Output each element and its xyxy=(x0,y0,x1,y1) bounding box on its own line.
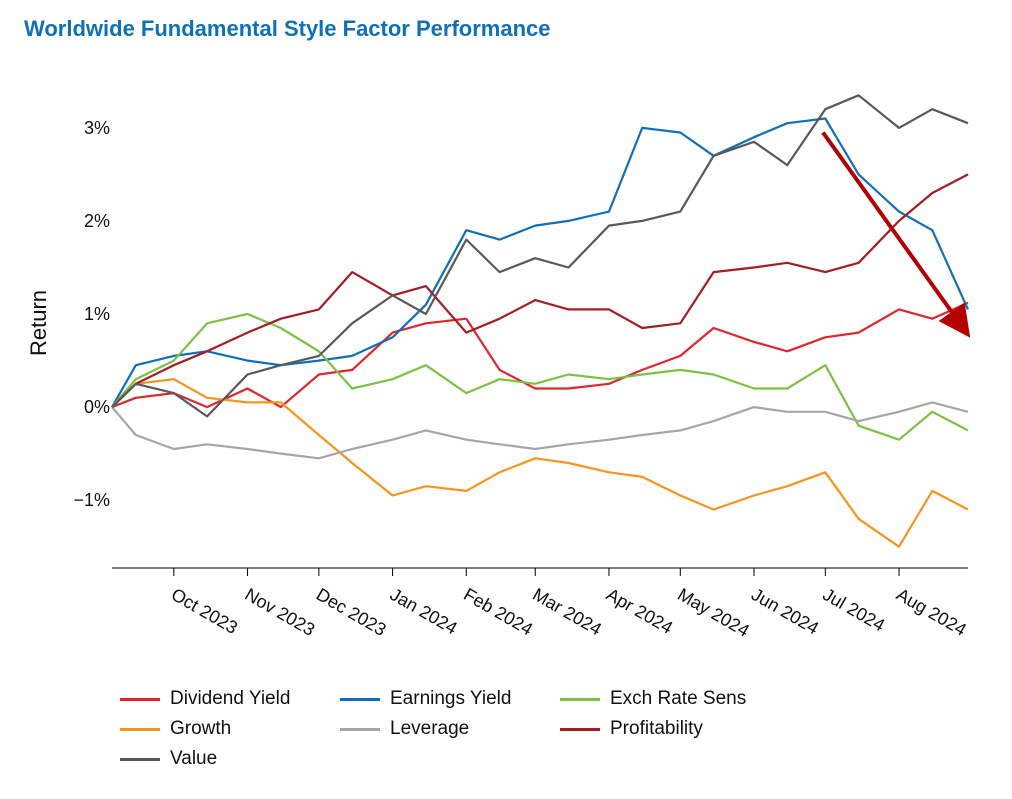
legend-swatch xyxy=(120,757,160,761)
legend-swatch xyxy=(340,727,380,731)
legend-label: Leverage xyxy=(390,718,470,739)
legend-swatch xyxy=(120,697,160,701)
y-tick-label: 3% xyxy=(84,118,110,138)
legend-swatch xyxy=(340,697,380,701)
x-tick-label: Apr 2024 xyxy=(603,584,676,638)
x-tick-label: Nov 2023 xyxy=(242,584,319,640)
legend-item: Growth xyxy=(120,718,231,740)
series-lines xyxy=(111,94,970,548)
legend-label: Growth xyxy=(170,718,232,739)
legend-label: Exch Rate Sens xyxy=(610,688,747,709)
chart-title: Worldwide Fundamental Style Factor Perfo… xyxy=(24,16,551,41)
series-line-profitability xyxy=(111,173,969,408)
legend-label: Value xyxy=(170,748,218,769)
legend-item: Dividend Yield xyxy=(120,688,290,710)
legend-swatch xyxy=(560,697,600,701)
annotations xyxy=(821,131,971,338)
series-line-value xyxy=(111,94,969,418)
x-tick-label: Oct 2023 xyxy=(168,584,241,638)
legend-swatch xyxy=(120,727,160,731)
annotation-arrow xyxy=(821,131,971,338)
x-tick-label: Dec 2023 xyxy=(313,584,390,640)
x-tick-label: Feb 2024 xyxy=(460,584,536,639)
y-tick-label: 1% xyxy=(84,304,110,324)
legend-item: Exch Rate Sens xyxy=(560,688,746,710)
legend-label: Earnings Yield xyxy=(390,688,512,709)
legend-item: Earnings Yield xyxy=(340,688,511,710)
series-line-leverage xyxy=(111,401,969,460)
x-tick-label: Aug 2024 xyxy=(893,584,970,640)
series-line-growth xyxy=(111,378,969,548)
y-tick-label: 2% xyxy=(84,211,110,231)
x-tick-label: Mar 2024 xyxy=(529,584,605,639)
legend-item: Leverage xyxy=(340,718,469,740)
legend-item: Profitability xyxy=(560,718,703,740)
y-axis-label: Return xyxy=(26,290,51,356)
x-tick-label: May 2024 xyxy=(674,584,752,641)
y-axis: −1% 0% 1% 2% 3% xyxy=(73,118,110,510)
legend-label: Profitability xyxy=(610,718,703,739)
legend-item: Value xyxy=(120,748,217,770)
legend-label: Dividend Yield xyxy=(170,688,291,709)
series-line-exch-rate-sens xyxy=(111,312,969,441)
series-line-dividend-yield xyxy=(111,301,969,409)
legend-swatch xyxy=(560,727,600,731)
x-tick-label: Jun 2024 xyxy=(748,584,822,638)
series-line-earnings-yield xyxy=(111,117,970,408)
y-tick-label: −1% xyxy=(73,490,110,510)
x-tick-label: Jul 2024 xyxy=(819,584,888,635)
y-tick-label: 0% xyxy=(84,397,110,417)
x-tick-label: Jan 2024 xyxy=(387,584,461,638)
